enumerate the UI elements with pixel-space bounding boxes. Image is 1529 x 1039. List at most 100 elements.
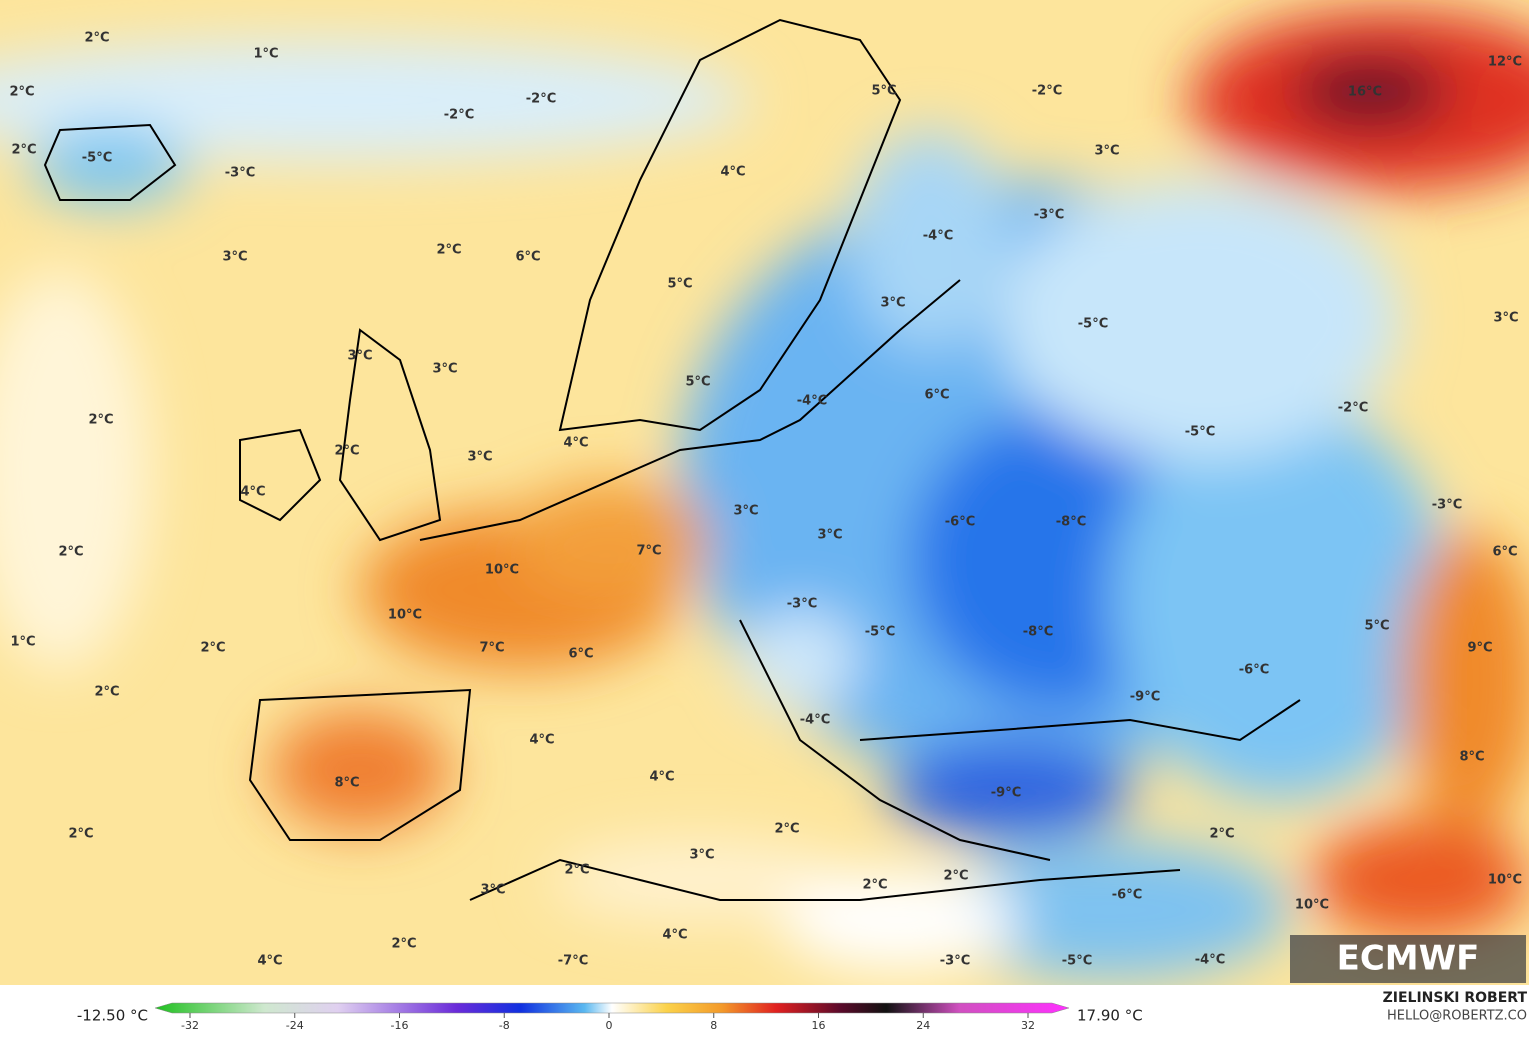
- temperature-label: 6°C: [924, 388, 949, 403]
- temperature-label: 3°C: [1094, 144, 1119, 159]
- temperature-label: -2°C: [1338, 401, 1368, 416]
- temperature-label: 2°C: [943, 869, 968, 884]
- temperature-label: 2°C: [436, 243, 461, 258]
- temperature-label: -8°C: [1056, 515, 1086, 530]
- temperature-label: 4°C: [257, 954, 282, 969]
- temperature-label: 10°C: [485, 563, 519, 578]
- temperature-label: -9°C: [991, 786, 1021, 801]
- temperature-label: -6°C: [945, 515, 975, 530]
- temperature-label: 4°C: [240, 485, 265, 500]
- temperature-label: 2°C: [84, 31, 109, 46]
- colorbar-tick-label: -32: [181, 1019, 199, 1032]
- temperature-label: -3°C: [225, 166, 255, 181]
- temperature-label: 3°C: [432, 362, 457, 377]
- temperature-label: 6°C: [515, 250, 540, 265]
- temperature-label: 4°C: [649, 770, 674, 785]
- temperature-label: 3°C: [467, 450, 492, 465]
- temperature-label: 7°C: [636, 544, 661, 559]
- temperature-label: 9°C: [1467, 641, 1492, 656]
- temperature-label: 3°C: [222, 250, 247, 265]
- temperature-label: 8°C: [1459, 750, 1484, 765]
- temperature-label: -5°C: [865, 625, 895, 640]
- temperature-label: -4°C: [1195, 953, 1225, 968]
- temperature-label: -3°C: [1034, 208, 1064, 223]
- temperature-label: 2°C: [94, 685, 119, 700]
- temperature-label: 2°C: [11, 143, 36, 158]
- temperature-label: 4°C: [720, 165, 745, 180]
- colorbar-tick-label: 8: [710, 1019, 717, 1032]
- temperature-label: 2°C: [68, 827, 93, 842]
- colorbar-max: 17.90 °C: [1077, 1007, 1143, 1025]
- temperature-label: 4°C: [529, 733, 554, 748]
- temperature-label: 2°C: [334, 444, 359, 459]
- temperature-label: 5°C: [685, 375, 710, 390]
- colorbar-min: -12.50 °C: [77, 1007, 148, 1025]
- temperature-label: -6°C: [1112, 888, 1142, 903]
- temperature-label: 2°C: [391, 937, 416, 952]
- temperature-label: 2°C: [9, 85, 34, 100]
- temperature-label: 10°C: [1488, 873, 1522, 888]
- temperature-label: 3°C: [733, 504, 758, 519]
- temperature-label: 2°C: [58, 545, 83, 560]
- temperature-label: 12°C: [1488, 55, 1522, 70]
- temperature-label: 2°C: [862, 878, 887, 893]
- temperature-label: 3°C: [689, 848, 714, 863]
- temperature-label: 8°C: [334, 776, 359, 791]
- colorbar-tick-label: -16: [391, 1019, 409, 1032]
- temperature-label: 16°C: [1348, 85, 1382, 100]
- temperature-label: -5°C: [1078, 317, 1108, 332]
- logo: ECMWF: [1337, 939, 1480, 979]
- temperature-label: 5°C: [1364, 619, 1389, 634]
- temperature-label: 5°C: [871, 84, 896, 99]
- colorbar-tick-label: -24: [286, 1019, 304, 1032]
- temperature-label: 6°C: [568, 647, 593, 662]
- temperature-label: 2°C: [564, 863, 589, 878]
- temperature-label: 1°C: [253, 47, 278, 62]
- temperature-label: -5°C: [1062, 954, 1092, 969]
- temperature-label: 5°C: [667, 277, 692, 292]
- email: HELLO@ROBERTZ.CO: [1387, 1009, 1527, 1024]
- colorbar-tick-label: -8: [499, 1019, 510, 1032]
- temperature-label: -4°C: [800, 713, 830, 728]
- colorbar: [154, 1002, 1070, 1014]
- temperature-label: -6°C: [1239, 663, 1269, 678]
- temperature-label: -2°C: [1032, 84, 1062, 99]
- colorbar-tick-label: 16: [812, 1019, 826, 1032]
- logo-box: [1290, 935, 1526, 983]
- temperature-label: -3°C: [787, 597, 817, 612]
- temperature-label: 7°C: [479, 641, 504, 656]
- temperature-label: 3°C: [347, 349, 372, 364]
- temperature-label: -3°C: [940, 954, 970, 969]
- temperature-label: 10°C: [388, 608, 422, 623]
- temperature-label: -7°C: [558, 954, 588, 969]
- temperature-label: -4°C: [923, 229, 953, 244]
- temperature-label: 2°C: [774, 822, 799, 837]
- temperature-label: -9°C: [1130, 690, 1160, 705]
- temperature-label: 3°C: [480, 883, 505, 898]
- temperature-label: -8°C: [1023, 625, 1053, 640]
- temperature-label: 4°C: [662, 928, 687, 943]
- colorbar-tick-label: 24: [916, 1019, 930, 1032]
- temperature-label: -3°C: [1432, 498, 1462, 513]
- temperature-label: 6°C: [1492, 545, 1517, 560]
- temperature-label: -2°C: [526, 92, 556, 107]
- temperature-label: 2°C: [1209, 827, 1234, 842]
- author: ZIELINSKI ROBERT: [1383, 990, 1528, 1006]
- temperature-label: 3°C: [1493, 311, 1518, 326]
- temperature-label: 10°C: [1295, 898, 1329, 913]
- temperature-label: -2°C: [444, 108, 474, 123]
- coastlines: [43, 18, 1301, 901]
- temperature-label: -5°C: [82, 151, 112, 166]
- temperature-label: 1°C: [10, 635, 35, 650]
- colorbar-tick-label: 32: [1021, 1019, 1035, 1032]
- temperature-label: 3°C: [880, 296, 905, 311]
- temperature-label: -5°C: [1185, 425, 1215, 440]
- temperature-label: 3°C: [817, 528, 842, 543]
- temperature-label: 4°C: [563, 436, 588, 451]
- temperature-labels: 2°C 1°C 2°C -2°C -2°C -5°C -3°C 2°C 3°C 2°C 6°C 4°C…: [9, 31, 1522, 969]
- colorbar-tick-label: 0: [606, 1019, 613, 1032]
- temperature-label: 2°C: [200, 641, 225, 656]
- temperature-label: 2°C: [88, 413, 113, 428]
